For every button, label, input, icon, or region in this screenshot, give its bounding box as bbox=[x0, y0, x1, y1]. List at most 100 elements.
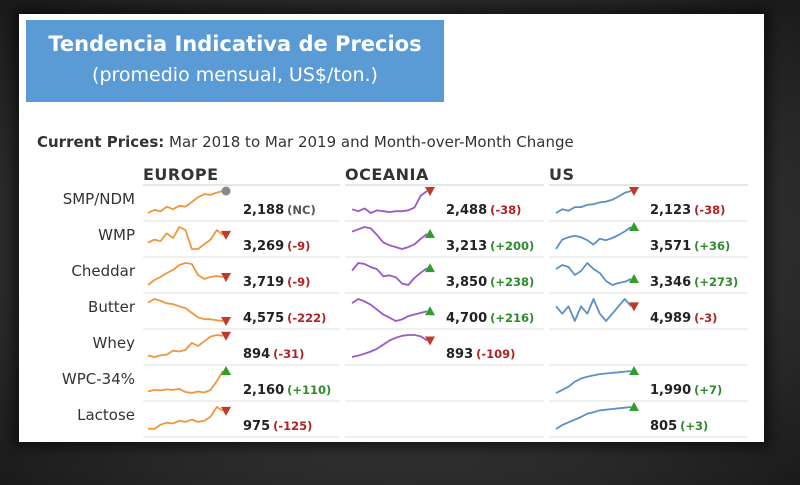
sparkline-europe-butter bbox=[147, 298, 224, 322]
down-arrow-icon bbox=[221, 331, 231, 341]
price-number: 805 bbox=[650, 419, 678, 434]
chart-heading-bold: Current Prices: bbox=[37, 133, 165, 151]
banner-title: Tendencia Indicativa de Precios bbox=[48, 32, 422, 56]
sparkline-us-lactose bbox=[555, 406, 632, 430]
up-arrow-icon bbox=[629, 274, 639, 283]
price-value: 1,990 (+7) bbox=[650, 383, 722, 398]
month-change: (+273) bbox=[694, 275, 739, 289]
month-change: (+3) bbox=[680, 419, 709, 433]
title-banner: Tendencia Indicativa de Precios (promedi… bbox=[26, 20, 444, 102]
sparkline-europe-cheddar bbox=[147, 262, 224, 286]
down-arrow-icon bbox=[221, 406, 231, 416]
month-change: (-31) bbox=[273, 347, 305, 361]
price-number: 3,213 bbox=[446, 239, 488, 254]
up-arrow-icon bbox=[629, 222, 639, 231]
month-change: (+7) bbox=[694, 383, 723, 397]
price-value: 3,346 (+273) bbox=[650, 275, 738, 290]
month-change: (+110) bbox=[287, 383, 332, 397]
price-number: 2,488 bbox=[446, 203, 488, 218]
sparkline-europe-smp-ndm bbox=[147, 190, 224, 214]
month-change: (-9) bbox=[287, 239, 311, 253]
month-change: (-3) bbox=[694, 311, 718, 325]
sparkline-oceania-cheddar bbox=[351, 262, 428, 286]
price-number: 894 bbox=[243, 347, 271, 362]
month-change: (-38) bbox=[490, 203, 522, 217]
row-label-cheddar: Cheddar bbox=[71, 262, 135, 280]
month-change: (+36) bbox=[694, 239, 731, 253]
sparkline-europe-lactose bbox=[147, 406, 224, 430]
month-change: (-9) bbox=[287, 275, 311, 289]
month-change: (-109) bbox=[476, 347, 516, 361]
month-change: (-38) bbox=[694, 203, 726, 217]
sparkline-europe-wpc-34- bbox=[147, 370, 224, 394]
down-arrow-icon bbox=[221, 230, 231, 240]
sparkline-oceania-whey bbox=[351, 334, 428, 358]
price-number: 3,269 bbox=[243, 239, 285, 254]
down-arrow-icon bbox=[221, 317, 231, 326]
row-label-wpc-34-: WPC-34% bbox=[61, 370, 135, 388]
price-value: 3,269 (-9) bbox=[243, 239, 310, 254]
price-value: 805 (+3) bbox=[650, 419, 708, 434]
month-change: (NC) bbox=[287, 203, 316, 217]
price-number: 3,719 bbox=[243, 275, 285, 290]
price-value: 3,571 (+36) bbox=[650, 239, 730, 254]
row-label-smp-ndm: SMP/NDM bbox=[62, 190, 135, 208]
chart-heading-text: Mar 2018 to Mar 2019 and Month-over-Mont… bbox=[169, 133, 574, 151]
up-arrow-icon bbox=[425, 306, 435, 316]
price-value: 894 (-31) bbox=[243, 347, 304, 362]
price-number: 975 bbox=[243, 419, 271, 434]
price-number: 3,571 bbox=[650, 239, 692, 254]
price-number: 893 bbox=[446, 347, 474, 362]
up-arrow-icon bbox=[425, 229, 435, 239]
price-value: 2,488 (-38) bbox=[446, 203, 521, 218]
price-number: 4,575 bbox=[243, 311, 285, 326]
price-number: 2,160 bbox=[243, 383, 285, 398]
down-arrow-icon bbox=[629, 302, 639, 312]
region-header-us: US bbox=[549, 165, 575, 184]
price-value: 3,850 (+238) bbox=[446, 275, 534, 290]
price-value: 2,188 (NC) bbox=[243, 203, 316, 218]
price-value: 893 (-109) bbox=[446, 347, 515, 362]
row-label-lactose: Lactose bbox=[77, 406, 135, 424]
up-arrow-icon bbox=[629, 366, 639, 375]
row-label-butter: Butter bbox=[88, 298, 135, 316]
sparkline-us-cheddar bbox=[555, 262, 632, 286]
sparkline-oceania-wmp bbox=[351, 226, 428, 250]
sparkline-oceania-smp-ndm bbox=[351, 190, 428, 214]
down-arrow-icon bbox=[425, 187, 435, 196]
sparkline-us-butter bbox=[555, 298, 632, 322]
chart-heading: Current Prices: Mar 2018 to Mar 2019 and… bbox=[37, 133, 574, 151]
price-value: 3,719 (-9) bbox=[243, 275, 310, 290]
up-arrow-icon bbox=[221, 366, 231, 375]
sparkline-us-wmp bbox=[555, 226, 632, 250]
price-value: 2,123 (-38) bbox=[650, 203, 725, 218]
month-change: (-222) bbox=[287, 311, 327, 325]
month-change: (+200) bbox=[490, 239, 535, 253]
up-arrow-icon bbox=[425, 263, 435, 273]
price-number: 2,123 bbox=[650, 203, 692, 218]
price-number: 2,188 bbox=[243, 203, 285, 218]
price-value: 2,160 (+110) bbox=[243, 383, 331, 398]
month-change: (+238) bbox=[490, 275, 535, 289]
down-arrow-icon bbox=[221, 273, 231, 282]
sparkline-oceania-butter bbox=[351, 298, 428, 322]
sparkline-europe-wmp bbox=[147, 226, 224, 250]
sparkline-us-wpc-34- bbox=[555, 370, 632, 394]
price-value: 975 (-125) bbox=[243, 419, 312, 434]
price-number: 3,346 bbox=[650, 275, 692, 290]
sparkline-us-smp-ndm bbox=[555, 190, 632, 214]
price-number: 3,850 bbox=[446, 275, 488, 290]
down-arrow-icon bbox=[629, 187, 639, 196]
price-value: 4,700 (+216) bbox=[446, 311, 534, 326]
up-arrow-icon bbox=[629, 402, 639, 411]
banner-subtitle: (promedio mensual, US$/ton.) bbox=[92, 64, 378, 86]
price-number: 4,700 bbox=[446, 311, 488, 326]
sparkline-europe-whey bbox=[147, 334, 224, 358]
month-change: (+216) bbox=[490, 311, 535, 325]
month-change: (-125) bbox=[273, 419, 313, 433]
region-header-europe: EUROPE bbox=[143, 165, 219, 184]
price-value: 4,989 (-3) bbox=[650, 311, 717, 326]
row-label-whey: Whey bbox=[92, 334, 135, 352]
down-arrow-icon bbox=[425, 336, 435, 346]
